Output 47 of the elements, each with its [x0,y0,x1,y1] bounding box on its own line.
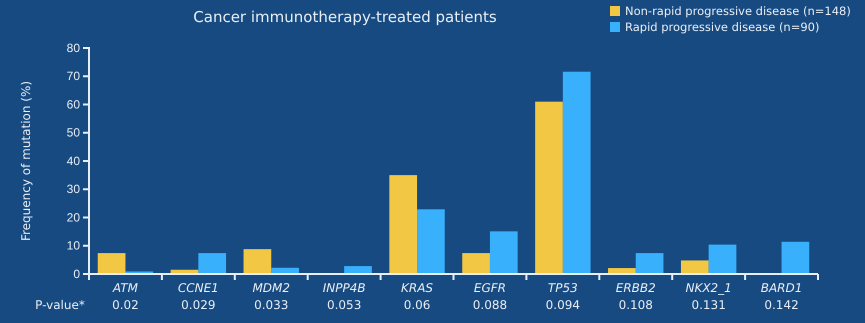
bar [98,253,126,274]
x-tick-label: CCNE1 [178,281,219,295]
x-tick-label: ERBB2 [616,281,656,295]
x-tick-label: MDM2 [252,281,290,295]
bar [708,244,736,274]
chart-title: Cancer immunotherapy-treated patients [193,8,497,26]
x-tick-label: TP53 [548,281,578,295]
text: 0.053 [326,298,362,312]
text: 0.06 [404,298,430,312]
y-tick-label: 80 [66,40,80,55]
bar [562,72,591,274]
bar [535,102,563,274]
text: 0.131 [691,298,726,312]
bar [636,253,664,274]
bar [244,249,272,274]
bar [782,242,810,274]
y-tick-label: 30 [66,182,80,196]
x-tick-label: KRAS [401,281,434,295]
y-tick-label: 70 [66,69,80,84]
x-tick-label: INPP4B [322,281,366,295]
bar [389,175,418,274]
bar [462,253,490,274]
bar [417,209,445,274]
text: 0.142 [764,298,799,312]
bar [198,253,226,274]
y-tick-label: 60 [66,97,80,112]
legend-label: Rapid progressive disease (n=90) [625,20,820,34]
legend-label: Non-rapid progressive disease (n=148) [625,4,851,18]
x-tick-label: BARD1 [760,281,802,295]
text: P-value* [35,298,85,312]
text: 0.029 [181,298,216,312]
y-axis-title: Frequency of mutation (%) [19,80,33,242]
text: 0.094 [546,298,580,312]
bar [490,231,518,274]
y-tick-label: 10 [66,238,80,253]
bar [680,260,709,274]
x-tick-label: NKX2_1 [685,281,732,295]
text: 0.033 [254,298,288,312]
text: 0.088 [472,298,508,312]
text: 0.108 [618,298,653,312]
x-tick-label: EGFR [474,281,506,295]
x-tick-label: ATM [112,281,139,295]
text: 0.02 [112,298,139,312]
y-tick-label: 20 [66,210,80,224]
y-tick-label: 40 [66,154,80,168]
y-tick-label: 50 [66,126,80,140]
y-tick-label: 0 [73,266,80,281]
